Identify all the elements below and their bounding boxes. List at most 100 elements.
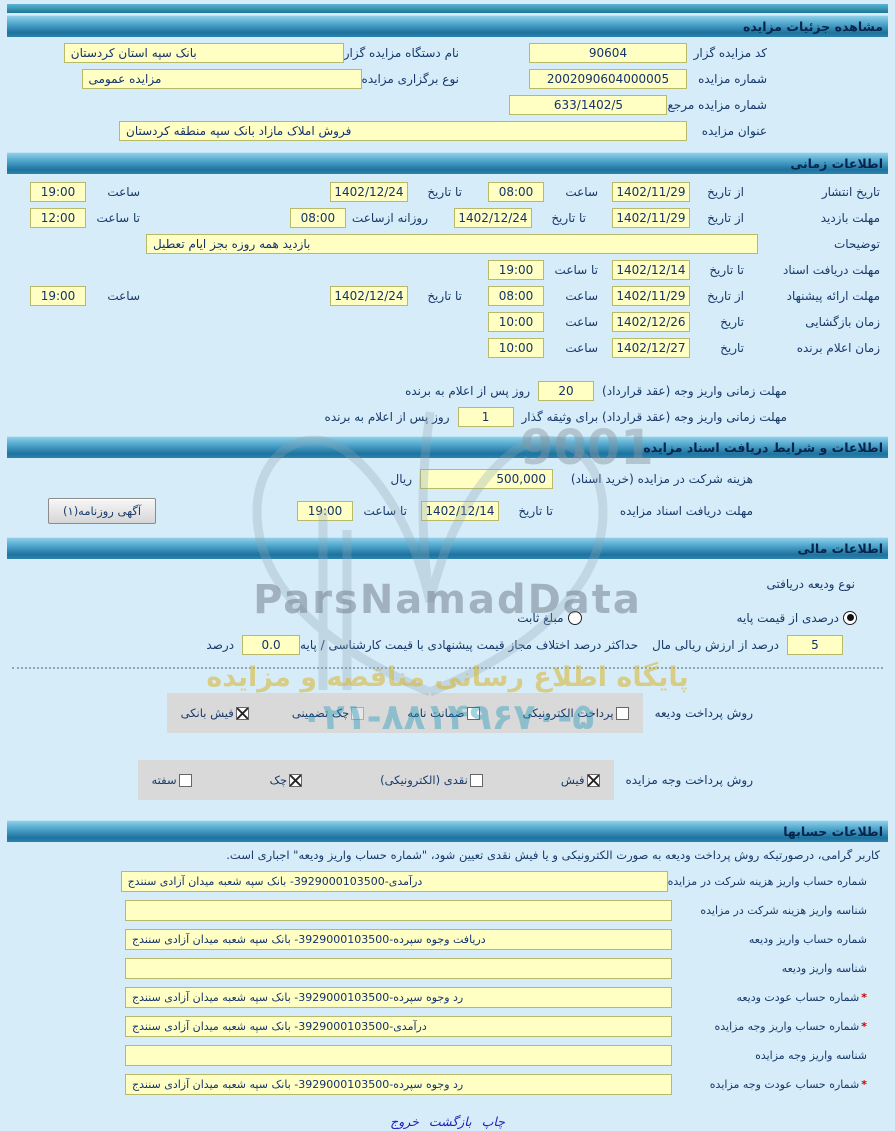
winner-date: 1402/12/27 bbox=[612, 338, 690, 358]
account-label: شماره حساب واریز ودیعه bbox=[748, 933, 867, 946]
publish-date-row: تاریخ انتشار از تاریخ 1402/11/29 ساعت 08:0… bbox=[0, 182, 895, 202]
option-electronic-payment: پرداخت الکترونیکی bbox=[523, 706, 629, 720]
print-link[interactable]: چاپ bbox=[481, 1113, 505, 1129]
guarantor-payment-deadline-row: مهلت زمانی واریز وجه (عقد قرارداد) برای … bbox=[0, 407, 895, 427]
date-label: تاریخ bbox=[720, 341, 744, 355]
notes-row: توضیحات بازدید همه روزه بجز ایام تعطیل bbox=[0, 234, 895, 254]
to-date-label: تا تاریخ bbox=[427, 289, 462, 303]
to-date-label: تا تاریخ bbox=[709, 263, 744, 277]
from-date-label: از تاریخ bbox=[707, 289, 744, 303]
notes-label: توضیحات bbox=[833, 237, 880, 251]
publish-date-label: تاریخ انتشار bbox=[821, 185, 880, 199]
opening-date: 1402/12/26 bbox=[612, 312, 690, 332]
required-asterisk: * bbox=[861, 1020, 867, 1033]
section-time-info: اطلاعات زمانی bbox=[7, 152, 888, 174]
to-hour-label: تا ساعت bbox=[96, 211, 140, 225]
visit-deadline-row: مهلت بازدید از تاریخ 1402/11/29 تا تاریخ 1… bbox=[0, 208, 895, 228]
option-bank-slip: فیش بانکی bbox=[181, 706, 249, 720]
certified-check-checkbox[interactable] bbox=[351, 706, 365, 720]
max-diff-unit: درصد bbox=[206, 638, 235, 652]
docs-receive-date: 1402/12/14 bbox=[421, 501, 499, 521]
percent-of-base-label: درصدی از قیمت پایه bbox=[736, 610, 839, 625]
bidder-code-field: 90604 bbox=[529, 43, 687, 63]
notes-field: بازدید همه روزه بجز ایام تعطیل bbox=[146, 234, 758, 254]
deposit-payment-methods-panel: پرداخت الکترونیکی ضمانت نامه چک تضمینی ف… bbox=[166, 693, 643, 733]
visit-from-date: 1402/11/29 bbox=[612, 208, 690, 228]
contract-payment-days: 20 bbox=[538, 381, 595, 401]
docs-deadline-row: مهلت دریافت اسناد تا تاریخ 1402/12/14 تا … bbox=[0, 260, 895, 280]
guarantor-payment-suffix: روز پس از اعلام به برنده bbox=[324, 410, 450, 424]
offer-deadline-row: مهلت ارائه پیشنهاد از تاریخ 1402/11/29 سا… bbox=[0, 286, 895, 306]
ref-no-field: 633/1402/5 bbox=[509, 95, 668, 115]
promissory-note-checkbox[interactable] bbox=[178, 773, 192, 787]
hour-label: ساعت bbox=[107, 289, 140, 303]
currency-unit-label: ریال bbox=[390, 472, 412, 486]
account-value-field bbox=[125, 1045, 672, 1066]
percent-of-base-radio[interactable] bbox=[843, 610, 857, 625]
page-title: مشاهده جزئیات مزایده bbox=[7, 15, 888, 37]
deposit-percent-field: 5 bbox=[787, 635, 843, 655]
opening-time-row: زمان بازگشایی تاریخ 1402/12/26 ساعت 10:00 bbox=[0, 312, 895, 332]
deposit-payment-methods-label: روش پرداخت ودیعه bbox=[654, 706, 753, 720]
section-time-info-text: اطلاعات زمانی bbox=[790, 156, 883, 171]
account-row-fee-id: شناسه واریز هزینه شرکت در مزایده bbox=[0, 900, 895, 921]
account-label-text: شماره حساب عودت ودیعه bbox=[736, 991, 860, 1004]
visit-to-date: 1402/12/24 bbox=[454, 208, 532, 228]
newspaper-ad-button[interactable]: آگهی روزنامه(۱) bbox=[48, 498, 157, 524]
account-row-deposit-return: *شماره حساب عودت ودیعه رد وجوه سپرده-392… bbox=[0, 987, 895, 1008]
section-financial: اطلاعات مالی bbox=[7, 537, 888, 559]
accounts-notice: کاربر گرامی، درصورتیکه روش پرداخت ودیعه … bbox=[226, 848, 880, 862]
check-checkbox[interactable] bbox=[289, 773, 303, 787]
option-guarantee-letter: ضمانت نامه bbox=[407, 706, 480, 720]
account-row-auction-payment-return: *شماره حساب عودت وجه مزایده رد وجوه سپرد… bbox=[0, 1074, 895, 1095]
auction-payment-methods-panel: فیش نقدی (الکترونیکی) چک سفته bbox=[137, 760, 614, 800]
bank-slip-checkbox[interactable] bbox=[235, 706, 249, 720]
ref-no-label: شماره مزایده مرجع bbox=[667, 98, 767, 112]
account-value-field: درآمدی-3929000103500- بانک سپه شعبه میدا… bbox=[120, 871, 668, 892]
back-link[interactable]: بازگشت bbox=[428, 1113, 472, 1129]
electronic-payment-checkbox[interactable] bbox=[615, 706, 629, 720]
required-asterisk: * bbox=[861, 991, 867, 1004]
exit-link[interactable]: خروج bbox=[390, 1113, 419, 1129]
account-label-text: شماره حساب عودت وجه مزایده bbox=[709, 1078, 860, 1091]
hour-label: ساعت bbox=[565, 341, 598, 355]
option-cash-electronic: نقدی (الکترونیکی) bbox=[380, 773, 483, 787]
hour-label: ساعت bbox=[107, 185, 140, 199]
fixed-amount-radio[interactable] bbox=[567, 610, 582, 625]
account-row-deposit: شماره حساب واریز ودیعه دریافت وجوه سپرده… bbox=[0, 929, 895, 950]
deposit-payment-methods-row: روش پرداخت ودیعه پرداخت الکترونیکی ضمانت… bbox=[0, 693, 895, 733]
account-label: شناسه واریز وجه مزایده bbox=[755, 1049, 867, 1062]
account-value-field: درآمدی-3929000103500- بانک سپه شعبه میدا… bbox=[125, 1016, 672, 1037]
option-certified-check: چک تضمینی bbox=[292, 706, 365, 720]
cash-electronic-checkbox[interactable] bbox=[469, 773, 483, 787]
to-hour-label: تا ساعت bbox=[363, 504, 407, 518]
section-accounts-text: اطلاعات حسابها bbox=[783, 824, 883, 839]
max-diff-label: حداکثر درصد اختلاف مجاز قیمت پیشنهادی با… bbox=[300, 638, 639, 652]
from-date-label: از تاریخ bbox=[707, 211, 744, 225]
contract-payment-label: مهلت زمانی واریز وجه (عقد قرارداد) bbox=[602, 384, 787, 398]
visit-from-time: 08:00 bbox=[289, 208, 346, 228]
account-value-field bbox=[125, 958, 672, 979]
to-date-label: تا تاریخ bbox=[518, 504, 553, 518]
org-name-field: بانک سپه استان کردستان bbox=[63, 43, 344, 63]
account-label: شناسه واریز هزینه شرکت در مزایده bbox=[700, 904, 867, 917]
participation-fee-label: هزینه شرکت در مزایده (خرید اسناد) bbox=[570, 472, 753, 486]
docs-receive-time: 19:00 bbox=[297, 501, 353, 521]
account-label: شناسه واریز ودیعه bbox=[781, 962, 867, 975]
account-row-auction-payment-id: شناسه واریز وجه مزایده bbox=[0, 1045, 895, 1066]
participation-fee-field: 500,000 bbox=[420, 469, 553, 489]
slip-label: فیش bbox=[560, 773, 585, 787]
contract-payment-deadline-row: مهلت زمانی واریز وجه (عقد قرارداد) 20 رو… bbox=[0, 381, 895, 401]
guarantor-payment-label: مهلت زمانی واریز وجه (عقد قرارداد) برای … bbox=[521, 410, 787, 424]
visit-to-time: 12:00 bbox=[30, 208, 86, 228]
account-label: *شماره حساب عودت ودیعه bbox=[672, 991, 867, 1004]
option-check: چک bbox=[270, 773, 303, 787]
section-docs-text: اطلاعات و شرایط دریافت اسناد مزایده bbox=[643, 440, 883, 455]
to-date-label: تا تاریخ bbox=[427, 185, 462, 199]
auction-title-field: فروش املاک مازاد بانک سپه منطقه کردستان bbox=[119, 121, 687, 141]
winner-time: 10:00 bbox=[488, 338, 544, 358]
account-row-deposit-id: شناسه واریز ودیعه bbox=[0, 958, 895, 979]
guarantee-letter-checkbox[interactable] bbox=[466, 706, 480, 720]
slip-checkbox[interactable] bbox=[586, 773, 600, 787]
